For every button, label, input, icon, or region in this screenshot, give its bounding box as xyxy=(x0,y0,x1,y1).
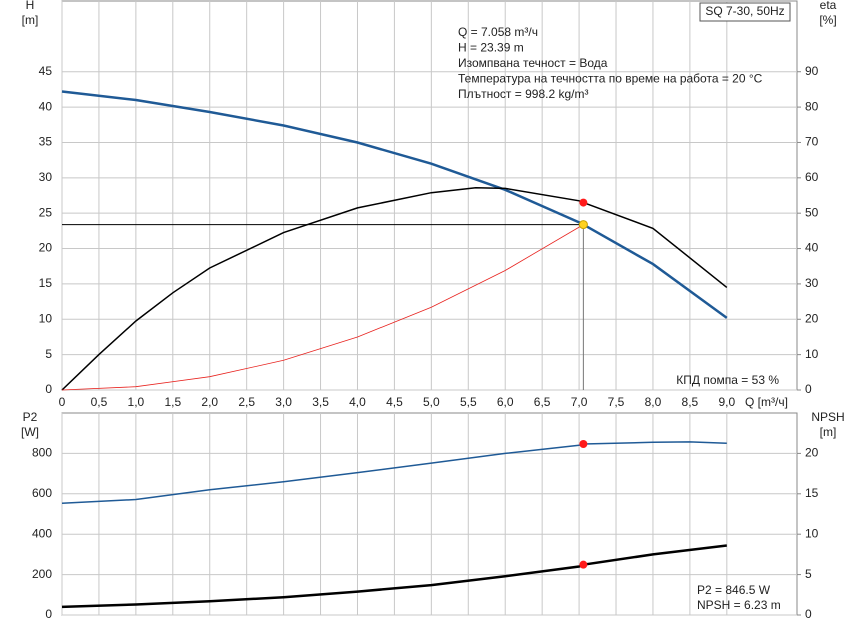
footnote: NPSH = 6.23 m xyxy=(697,598,781,612)
y-tick-label: 40 xyxy=(39,99,53,113)
x-axis-label: Q [m³/ч] xyxy=(745,395,788,409)
y2-tick-label: 0 xyxy=(805,607,812,621)
operating-point xyxy=(579,198,588,207)
y-tick-label: 10 xyxy=(39,311,53,325)
x-tick-label: 8,0 xyxy=(645,395,662,409)
y2-tick-label: 20 xyxy=(805,446,819,460)
y2-tick-label: 5 xyxy=(805,567,812,581)
y-tick-label: 400 xyxy=(32,526,52,540)
x-tick-label: 7,5 xyxy=(608,395,625,409)
footnote: P2 = 846.5 W xyxy=(697,583,771,597)
y2-tick-label: 60 xyxy=(805,170,819,184)
operating-point xyxy=(579,440,588,449)
y-tick-label: 25 xyxy=(39,205,53,219)
curve xyxy=(61,90,728,319)
x-tick-label: 0 xyxy=(59,395,66,409)
x-tick-label: 7,0 xyxy=(571,395,588,409)
y2-tick-label: 90 xyxy=(805,64,819,78)
annotation: H = 23.39 m xyxy=(458,41,524,55)
y-tick-label: 600 xyxy=(32,486,52,500)
y2-tick-label: 70 xyxy=(805,135,819,149)
x-tick-label: 5,5 xyxy=(460,395,477,409)
x-tick-label: 6,0 xyxy=(497,395,514,409)
y-tick-label: 200 xyxy=(32,567,52,581)
curve xyxy=(61,224,584,391)
title-box xyxy=(699,2,791,22)
y-axis-label: H xyxy=(26,0,35,12)
x-tick-label: 6,5 xyxy=(534,395,551,409)
x-tick-label: 3,0 xyxy=(275,395,292,409)
y2-axis-label: [%] xyxy=(819,13,836,27)
y-tick-label: 35 xyxy=(39,135,53,149)
operating-point xyxy=(579,560,588,569)
y2-tick-label: 0 xyxy=(805,382,812,396)
y-axis-label: P2 xyxy=(23,410,38,424)
curve xyxy=(61,544,727,609)
annotation: Q = 7.058 m³/ч xyxy=(458,25,538,39)
x-tick-label: 2,0 xyxy=(201,395,218,409)
y-tick-label: 30 xyxy=(39,170,53,184)
annotation: Температура на течността по време на раб… xyxy=(458,72,763,86)
x-tick-label: 0,5 xyxy=(91,395,108,409)
plot-frame xyxy=(61,0,798,391)
y2-tick-label: 30 xyxy=(805,276,819,290)
x-tick-label: 9,0 xyxy=(718,395,735,409)
y2-axis-label: eta xyxy=(820,0,837,12)
y-tick-label: 0 xyxy=(45,607,52,621)
y-tick-label: 15 xyxy=(39,276,53,290)
curve xyxy=(61,441,727,505)
x-tick-label: 4,5 xyxy=(386,395,403,409)
y-tick-label: 20 xyxy=(39,241,53,255)
chart-title: SQ 7-30, 50Hz xyxy=(705,4,784,18)
y2-tick-label: 40 xyxy=(805,241,819,255)
operating-point xyxy=(578,220,588,230)
x-tick-label: 3,5 xyxy=(312,395,329,409)
x-tick-label: 5,0 xyxy=(423,395,440,409)
x-tick-label: 8,5 xyxy=(682,395,699,409)
y2-axis-label: [m] xyxy=(820,425,837,439)
y-tick-label: 0 xyxy=(45,382,52,396)
y2-tick-label: 10 xyxy=(805,347,819,361)
y2-tick-label: 50 xyxy=(805,205,819,219)
annotation: Изомпвана течност = Вода xyxy=(458,56,608,70)
y-tick-label: 5 xyxy=(45,347,52,361)
y2-tick-label: 10 xyxy=(805,526,819,540)
y-axis-label: [m] xyxy=(22,13,39,27)
y-tick-label: 45 xyxy=(39,64,53,78)
footnote: КПД помпа = 53 % xyxy=(676,373,779,387)
x-tick-label: 1,0 xyxy=(128,395,145,409)
x-tick-label: 2,5 xyxy=(238,395,255,409)
annotation: Плътност = 998.2 kg/m³ xyxy=(458,87,588,101)
x-tick-label: 4,0 xyxy=(349,395,366,409)
x-tick-label: 1,5 xyxy=(164,395,181,409)
y-axis-label: [W] xyxy=(21,425,39,439)
y2-tick-label: 15 xyxy=(805,486,819,500)
y2-tick-label: 20 xyxy=(805,311,819,325)
y2-tick-label: 80 xyxy=(805,99,819,113)
y2-axis-label: NPSH xyxy=(811,410,844,424)
y-tick-label: 800 xyxy=(32,446,52,460)
